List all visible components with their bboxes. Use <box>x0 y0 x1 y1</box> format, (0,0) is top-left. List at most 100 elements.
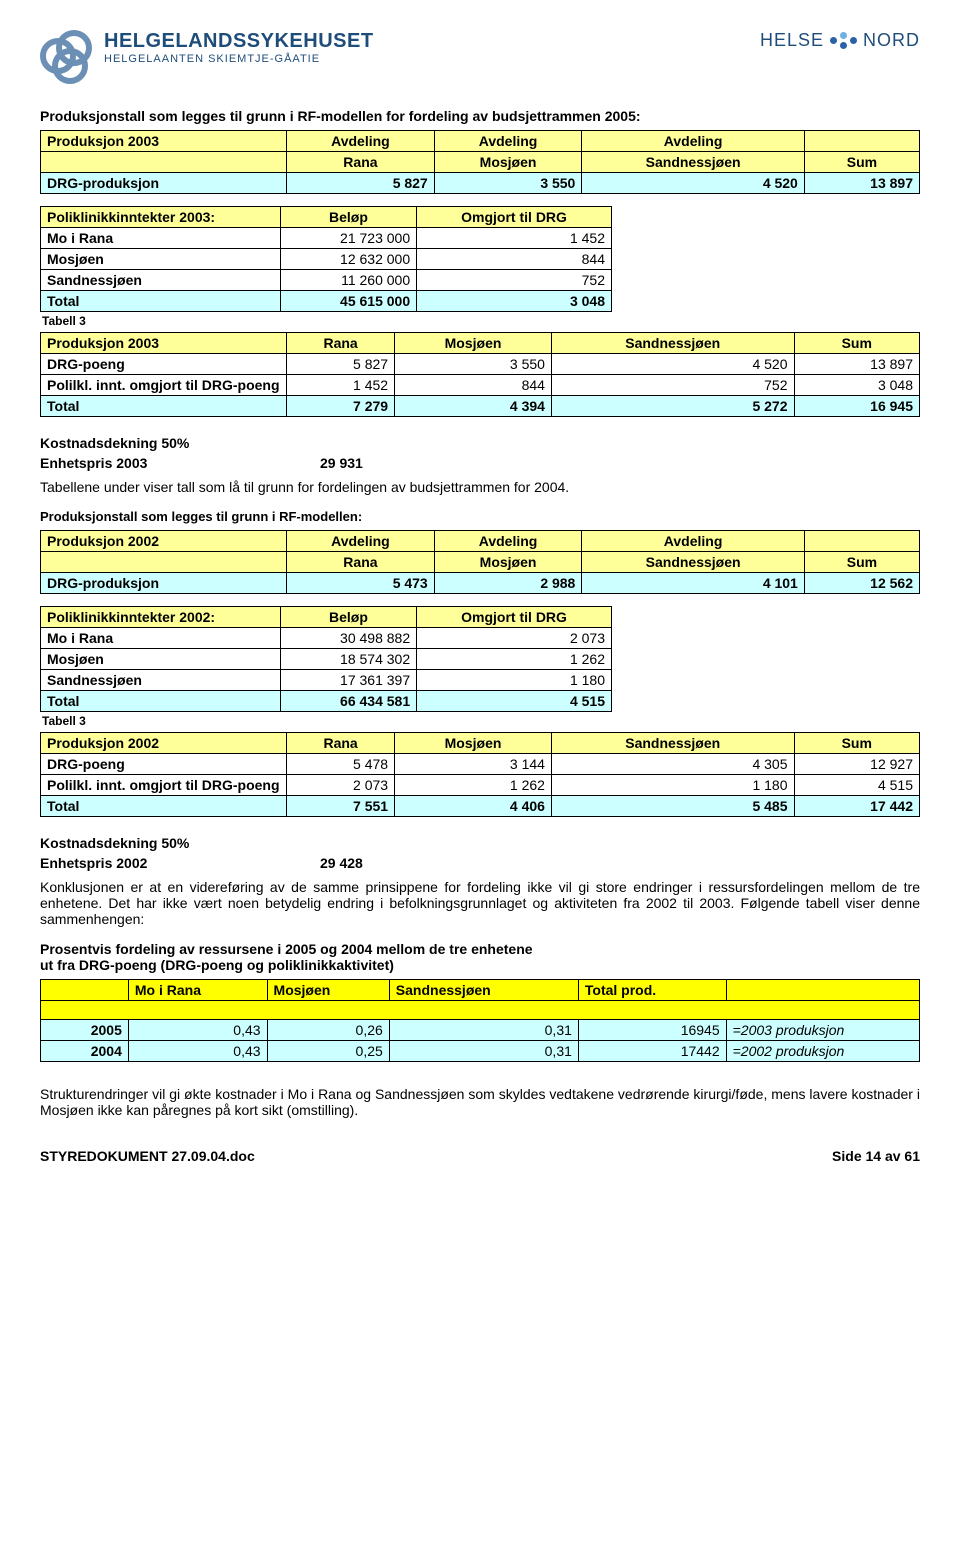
enhetspris-1: Enhetspris 200329 931 <box>40 455 920 471</box>
cell: 12 632 000 <box>280 249 416 270</box>
cell: 18 574 302 <box>280 649 416 670</box>
cell: 1 262 <box>395 775 552 796</box>
th: Beløp <box>280 207 416 228</box>
th: Mosjøen <box>267 980 389 1001</box>
cell: 2 073 <box>417 628 612 649</box>
th: Produksjon 2003 <box>41 333 287 354</box>
cell: 1 180 <box>551 775 794 796</box>
produksjon-2002-table: Produksjon 2002 Avdeling Avdeling Avdeli… <box>40 530 920 594</box>
th: Total prod. <box>578 980 726 1001</box>
th: Sum <box>804 152 919 173</box>
cell: 3 144 <box>395 754 552 775</box>
row-label: Mosjøen <box>41 249 281 270</box>
cell: 1 452 <box>287 375 395 396</box>
th: Avdeling <box>434 531 582 552</box>
cell: 4 515 <box>417 691 612 712</box>
th: Sandnessjøen <box>551 733 794 754</box>
th: Sum <box>804 552 919 573</box>
poliklinikk-2003-table: Poliklinikkinntekter 2003: Beløp Omgjort… <box>40 206 612 312</box>
th: Rana <box>287 333 395 354</box>
cell: 0,43 <box>128 1041 267 1062</box>
row-label: 2004 <box>41 1041 129 1062</box>
org-name: HELGELANDSSYKEHUSET <box>104 30 374 53</box>
cell: 13 897 <box>794 354 920 375</box>
row-label: Mo i Rana <box>41 228 281 249</box>
row-label: Total <box>41 396 287 417</box>
cell: 7 551 <box>287 796 395 817</box>
row-label: Mosjøen <box>41 649 281 670</box>
page-header: HELGELANDSSYKEHUSET HELGELAANTEN SKIEMTJ… <box>40 30 920 80</box>
logo-right: HELSE NORD <box>760 30 920 51</box>
org-subname: HELGELAANTEN SKIEMTJE-GÅATIE <box>104 53 374 65</box>
cell: 7 279 <box>287 396 395 417</box>
cell: 3 550 <box>434 173 582 194</box>
table7-title1: Prosentvis fordeling av ressursene i 200… <box>40 941 920 957</box>
para-1: Tabellene under viser tall som lå til gr… <box>40 479 920 495</box>
row-label: Total <box>41 691 281 712</box>
cell: =2003 produksjon <box>726 1020 919 1041</box>
row-label: DRG-produksjon <box>41 173 287 194</box>
th <box>804 531 919 552</box>
cell: 4 520 <box>582 173 805 194</box>
cell: 17 361 397 <box>280 670 416 691</box>
cell: =2002 produksjon <box>726 1041 919 1062</box>
row-label: Sandnessjøen <box>41 670 281 691</box>
th: Produksjon 2002 <box>41 733 287 754</box>
th: Avdeling <box>434 131 582 152</box>
tabell3-label-2: Tabell 3 <box>42 714 920 728</box>
cell: 5 827 <box>287 173 435 194</box>
cell: 752 <box>551 375 794 396</box>
cell: 5 272 <box>551 396 794 417</box>
th: Mosjøen <box>395 333 552 354</box>
logo-rings-icon <box>40 30 96 80</box>
th: Sum <box>794 733 920 754</box>
row-label: Mo i Rana <box>41 628 281 649</box>
row-label: DRG-poeng <box>41 354 287 375</box>
table1-title: Produksjonstall som legges til grunn i R… <box>40 108 920 124</box>
cell: 5 485 <box>551 796 794 817</box>
cell: 12 927 <box>794 754 920 775</box>
cell: 1 180 <box>417 670 612 691</box>
cell: 12 562 <box>804 573 919 594</box>
th: Beløp <box>280 607 416 628</box>
table4-title: Produksjonstall som legges til grunn i R… <box>40 509 920 524</box>
cell: 45 615 000 <box>280 291 416 312</box>
cell: 844 <box>395 375 552 396</box>
th: Produksjon 2002 <box>41 531 287 552</box>
para-3: Strukturendringer vil gi økte kostnader … <box>40 1086 920 1118</box>
para-2: Konklusjonen er at en videreføring av de… <box>40 879 920 927</box>
cell: 4 101 <box>582 573 805 594</box>
cell: 3 048 <box>794 375 920 396</box>
th: Avdeling <box>287 531 435 552</box>
row-label: Polilkl. innt. omgjort til DRG-poeng <box>41 775 287 796</box>
nord-label: NORD <box>863 30 920 51</box>
th: Sandnessjøen <box>582 552 805 573</box>
th: Omgjort til DRG <box>417 207 612 228</box>
row-label: 2005 <box>41 1020 129 1041</box>
cell: 3 048 <box>417 291 612 312</box>
row-label: DRG-poeng <box>41 754 287 775</box>
th: Mosjøen <box>434 152 582 173</box>
th: Avdeling <box>582 131 805 152</box>
th: Mosjøen <box>434 552 582 573</box>
th: Poliklinikkinntekter 2003: <box>41 207 281 228</box>
cell: 0,31 <box>389 1041 578 1062</box>
kostnadsdekning-2: Kostnadsdekning 50% <box>40 835 920 851</box>
poliklinikk-2002-table: Poliklinikkinntekter 2002: Beløp Omgjort… <box>40 606 612 712</box>
page-footer: STYREDOKUMENT 27.09.04.doc Side 14 av 61 <box>40 1148 920 1164</box>
th: Sandnessjøen <box>582 152 805 173</box>
dots-icon <box>830 32 857 49</box>
row-label: Sandnessjøen <box>41 270 281 291</box>
cell: 11 260 000 <box>280 270 416 291</box>
row-label: Total <box>41 796 287 817</box>
cell: 17 442 <box>794 796 920 817</box>
produksjon-2002-detail-table: Produksjon 2002 Rana Mosjøen Sandnessjøe… <box>40 732 920 817</box>
th: Poliklinikkinntekter 2002: <box>41 607 281 628</box>
th <box>804 131 919 152</box>
enhetspris-2: Enhetspris 200229 428 <box>40 855 920 871</box>
cell: 0,25 <box>267 1041 389 1062</box>
table7-title2: ut fra DRG-poeng (DRG-poeng og poliklini… <box>40 957 920 973</box>
cell: 30 498 882 <box>280 628 416 649</box>
th: Avdeling <box>582 531 805 552</box>
cell: 13 897 <box>804 173 919 194</box>
